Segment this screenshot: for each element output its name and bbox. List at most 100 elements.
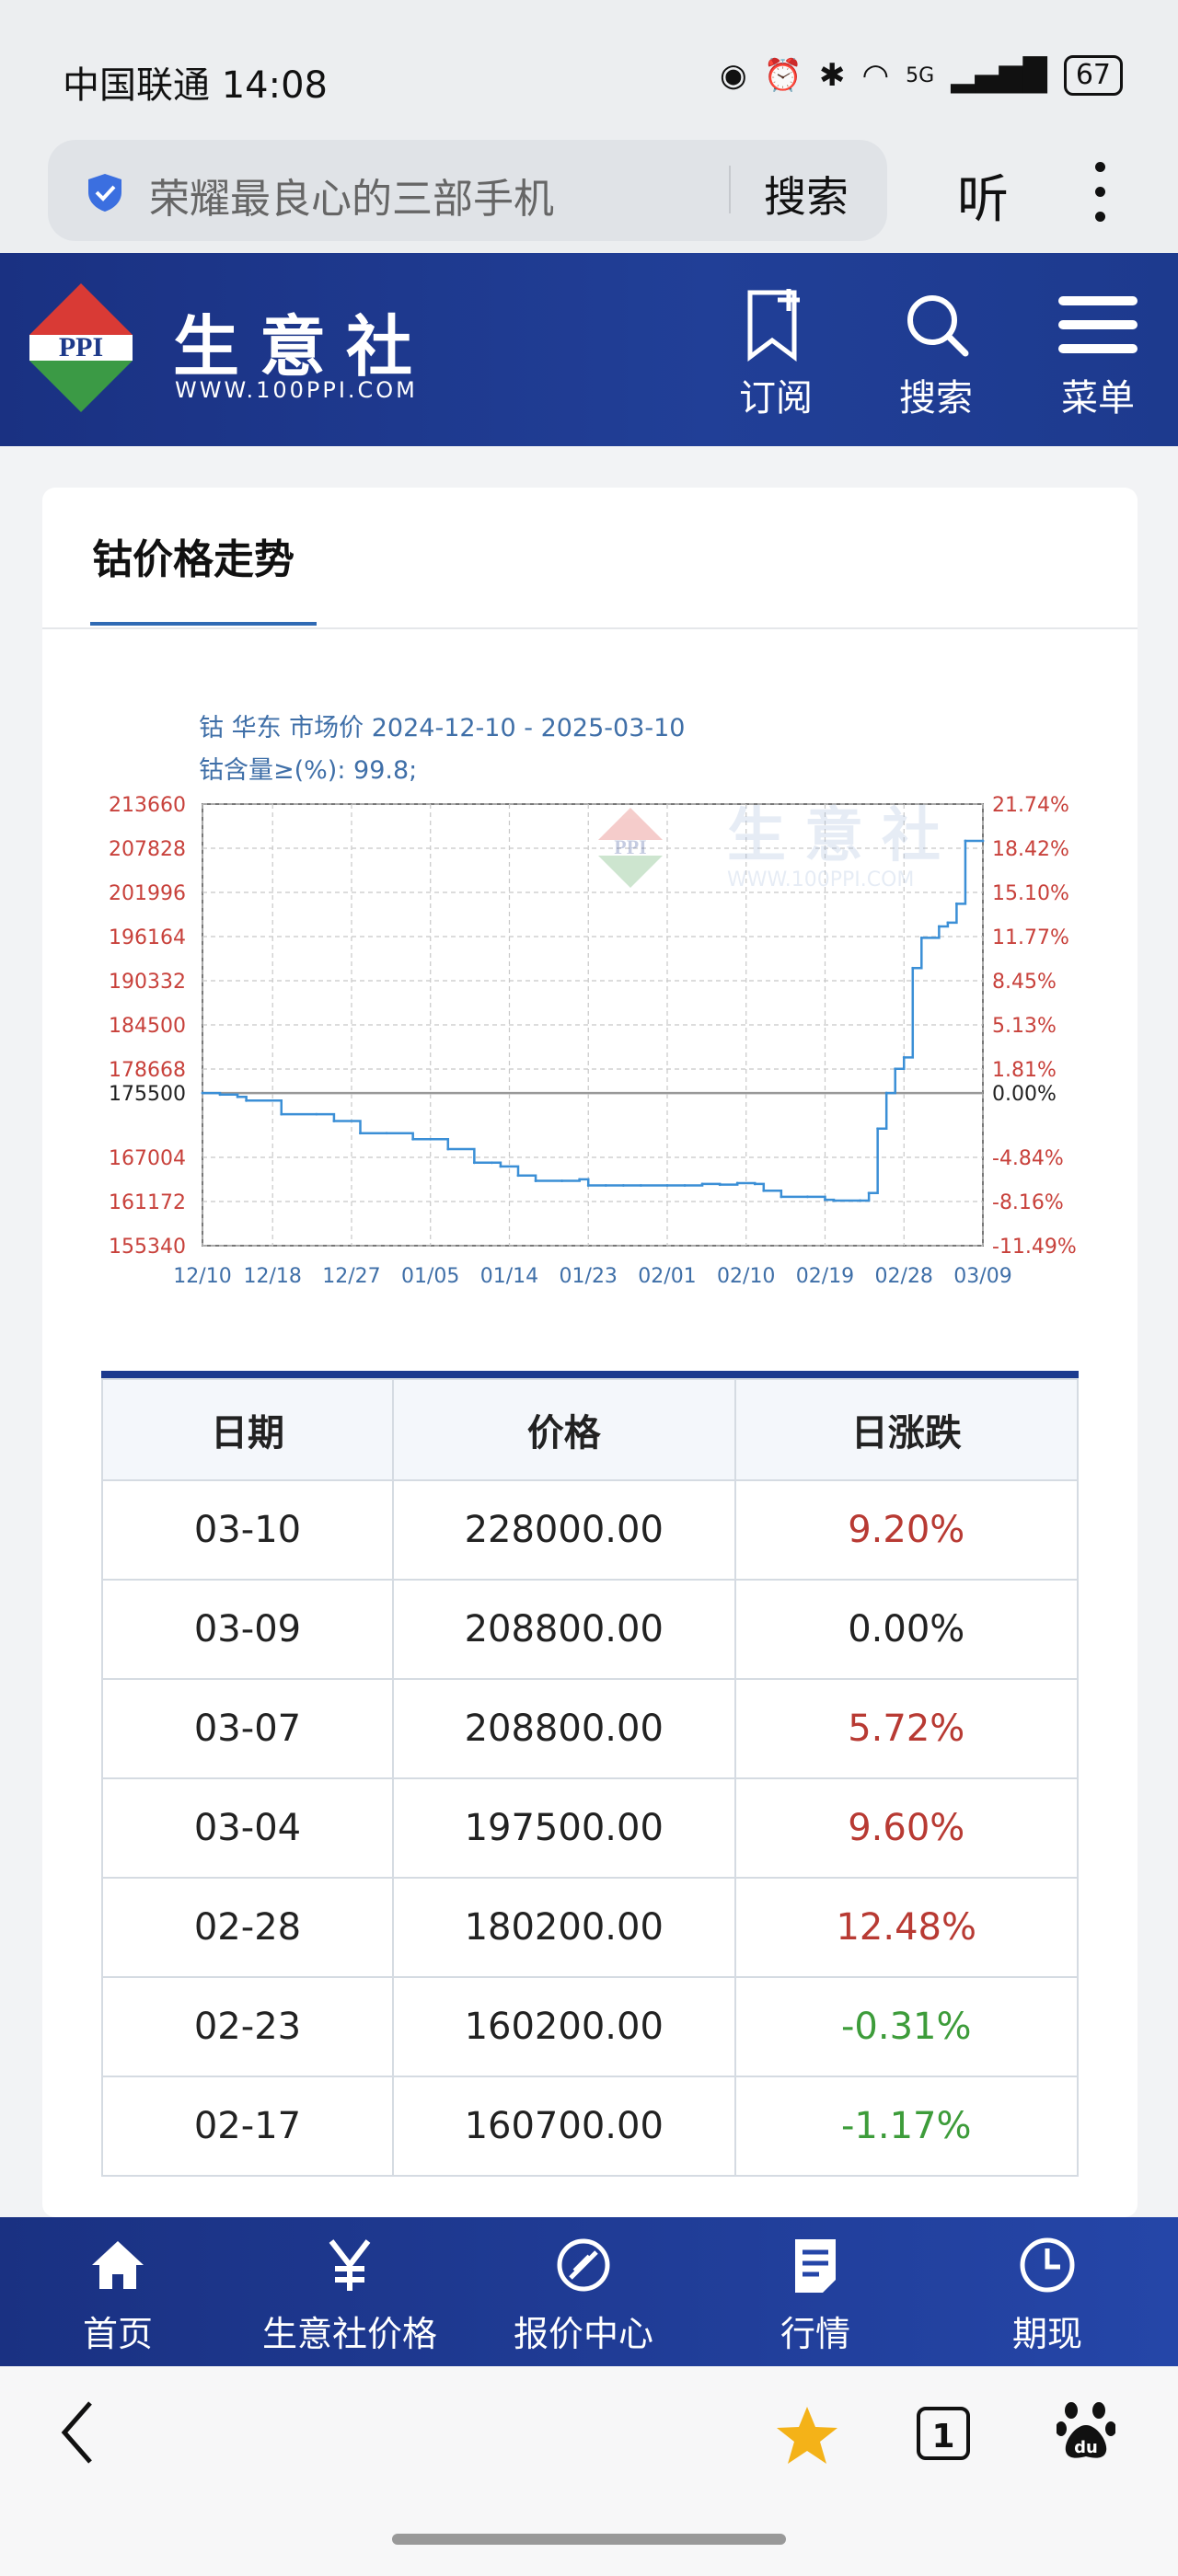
table-row[interactable]: 03-04 197500.00 9.60% [101,1777,1079,1879]
site-url: WWW.100PPI.COM [175,377,418,403]
data-point [832,1199,836,1202]
watermark-logo-text: PPI [614,835,646,858]
x-tick-label: 02/28 [875,1265,933,1288]
header-price: 价格 [391,1378,736,1481]
data-point [411,1137,415,1141]
y-left-tick-label: 161172 [109,1191,186,1214]
search-input[interactable] [48,140,887,241]
menu-label: 菜单 [1061,377,1135,420]
y-right-tick-label: 21.74% [992,794,1069,817]
cell-date: 02-28 [101,1877,394,1978]
data-point [236,1095,239,1098]
data-point [516,1174,520,1178]
card-divider [42,627,1138,629]
chart-subtitle: 钴含量≥(%): 99.8; [199,756,417,785]
subscribe-button[interactable]: 订阅 [725,287,826,421]
data-point [735,1181,739,1185]
data-point [499,1165,502,1168]
data-point [902,1055,906,1059]
cell-price: 160200.00 [391,1976,736,2077]
x-tick-label: 12/10 [173,1265,231,1288]
table-row[interactable]: 02-23 160200.00 -0.31% [101,1976,1079,2077]
nav-futures[interactable]: 期现 [930,2236,1165,2356]
baidu-paw-icon[interactable]: du [1057,2401,1115,2462]
more-options-icon[interactable] [1095,162,1106,223]
data-point [245,1098,248,1102]
data-point [946,921,950,925]
quote-center-icon [557,2238,610,2292]
cell-change: 9.20% [733,1479,1079,1581]
y-left-tick-label: 184500 [109,1015,186,1038]
watermark-text: 生意社 [727,802,959,870]
table-row[interactable]: 03-09 208800.00 0.00% [101,1579,1079,1680]
y-right-tick-label: 11.77% [992,926,1069,949]
y-left-tick-label: 196164 [109,926,186,949]
wifi-icon: ◠ [861,57,890,94]
search-icon [907,295,969,357]
data-point [534,1179,537,1182]
y-right-tick-label: 1.81% [992,1059,1057,1082]
menu-button[interactable]: 菜单 [1047,287,1149,421]
ppi-logo[interactable]: PPI [29,283,133,412]
data-point [884,1091,888,1095]
table-row[interactable]: 02-28 180200.00 12.48% [101,1877,1079,1978]
nav-quote-center[interactable]: 报价中心 [466,2236,701,2356]
data-point [753,1182,756,1186]
status-icons: ◉ ⏰ ✱ ◠ 5G ▂▄▆█ 67 [720,55,1123,96]
watermark-url: WWW.100PPI.COM [727,868,914,891]
site-search-button[interactable]: 搜索 [885,287,987,421]
data-point [876,1127,880,1131]
data-point [446,1147,450,1151]
title-underline [90,622,317,626]
data-point [280,1112,283,1116]
search-button[interactable]: 搜索 [764,172,849,222]
table-header-row: 日期 价格 日涨跌 [101,1378,1079,1481]
table-row[interactable]: 03-07 208800.00 5.72% [101,1678,1079,1779]
tabs-button[interactable]: 1 [917,2407,970,2460]
data-point [385,1132,388,1135]
cell-price: 180200.00 [391,1877,736,1978]
clock-time: 14:08 [221,64,328,107]
status-bar [0,0,1178,138]
x-tick-label: 01/14 [480,1265,538,1288]
site-name[interactable]: 生意社 [173,308,433,385]
status-carrier-time: 中国联通 14:08 [63,55,328,109]
battery-icon: 67 [1063,55,1123,96]
data-point [332,1120,336,1122]
cell-date: 02-17 [101,2076,394,2177]
cell-price: 208800.00 [391,1678,736,1779]
y-right-tick-label: 0.00% [992,1083,1057,1106]
table-row[interactable]: 02-17 160700.00 -1.17% [101,2076,1079,2177]
data-point [578,1178,582,1181]
data-point [919,936,923,939]
cell-price: 160700.00 [391,2076,736,2177]
shield-icon [88,174,121,212]
data-point [964,839,967,843]
search-query-text[interactable]: 荣耀最良心的三部手机 [149,176,554,223]
star-icon[interactable] [775,2405,839,2466]
x-tick-label: 02/10 [717,1265,775,1288]
nav-market-label: 行情 [780,2314,850,2354]
cell-change: 5.72% [733,1678,1079,1779]
nav-prices[interactable]: 生意社价格 [232,2236,468,2356]
y-left-tick-label: 213660 [109,794,186,817]
data-point [762,1189,766,1192]
nav-home[interactable]: 首页 [0,2236,236,2356]
data-point [859,1199,862,1202]
header-date: 日期 [101,1378,394,1481]
data-point [683,1184,687,1187]
data-point [824,1198,826,1202]
listen-button[interactable]: 听 [957,170,1009,230]
alarm-icon: ⏰ [763,57,803,94]
nav-futures-label: 期现 [1011,2314,1082,2354]
nav-market[interactable]: 行情 [698,2236,933,2356]
watermark: PPI 生意社 WWW.100PPI.COM [598,802,959,891]
nav-home-label: 首页 [82,2314,153,2354]
table-row[interactable]: 03-10 228000.00 9.20% [101,1479,1079,1581]
cell-change: -1.17% [733,2076,1079,2177]
logo-text: PPI [59,332,103,362]
chart-title: 钴 华东 市场价 2024-12-10 - 2025-03-10 [199,714,685,742]
nav-prices-label: 生意社价格 [261,2314,437,2354]
back-arrow-icon[interactable] [59,2399,96,2466]
x-tick-label: 12/27 [322,1265,380,1288]
